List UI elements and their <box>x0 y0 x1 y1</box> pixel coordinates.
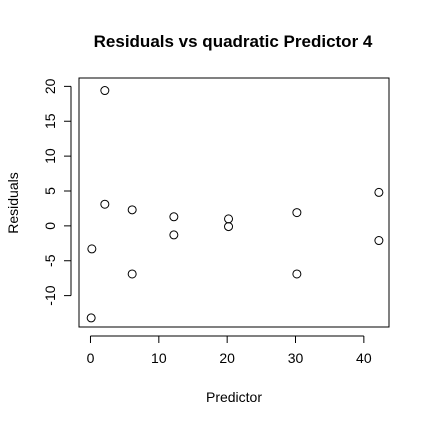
y-tick-label: -5 <box>42 254 58 267</box>
y-tick-label: 15 <box>42 113 58 129</box>
y-tick-label: 5 <box>42 187 58 195</box>
data-point <box>292 208 302 218</box>
x-tick-label: 20 <box>219 350 235 366</box>
data-point <box>374 187 384 197</box>
data-point <box>169 212 179 222</box>
y-tick-label: 0 <box>42 222 58 230</box>
y-tick-label: -10 <box>42 285 58 305</box>
data-point <box>127 205 137 215</box>
data-point <box>87 244 97 254</box>
x-axis: 0 10 20 30 40 <box>87 335 372 366</box>
data-point <box>224 222 234 232</box>
chart-title: Residuals vs quadratic Predictor 4 <box>94 32 373 51</box>
data-point <box>224 214 234 224</box>
data-point <box>86 313 96 323</box>
x-tick-label: 40 <box>356 350 372 366</box>
data-point <box>374 236 384 246</box>
data-points <box>86 86 384 323</box>
y-tick-label: 20 <box>42 78 58 94</box>
data-point <box>169 230 179 240</box>
y-axis: -10 -5 0 5 10 15 20 <box>42 78 72 306</box>
y-axis-label: Residuals <box>5 172 21 233</box>
data-point <box>100 86 110 96</box>
data-point <box>100 199 110 209</box>
data-point <box>127 269 137 279</box>
x-tick-label: 10 <box>151 350 167 366</box>
data-point <box>292 269 302 279</box>
x-axis-label: Predictor <box>206 389 262 405</box>
x-tick-label: 0 <box>87 350 95 366</box>
plot-frame <box>78 77 390 328</box>
y-tick-label: 10 <box>42 148 58 164</box>
x-tick-label: 30 <box>288 350 304 366</box>
